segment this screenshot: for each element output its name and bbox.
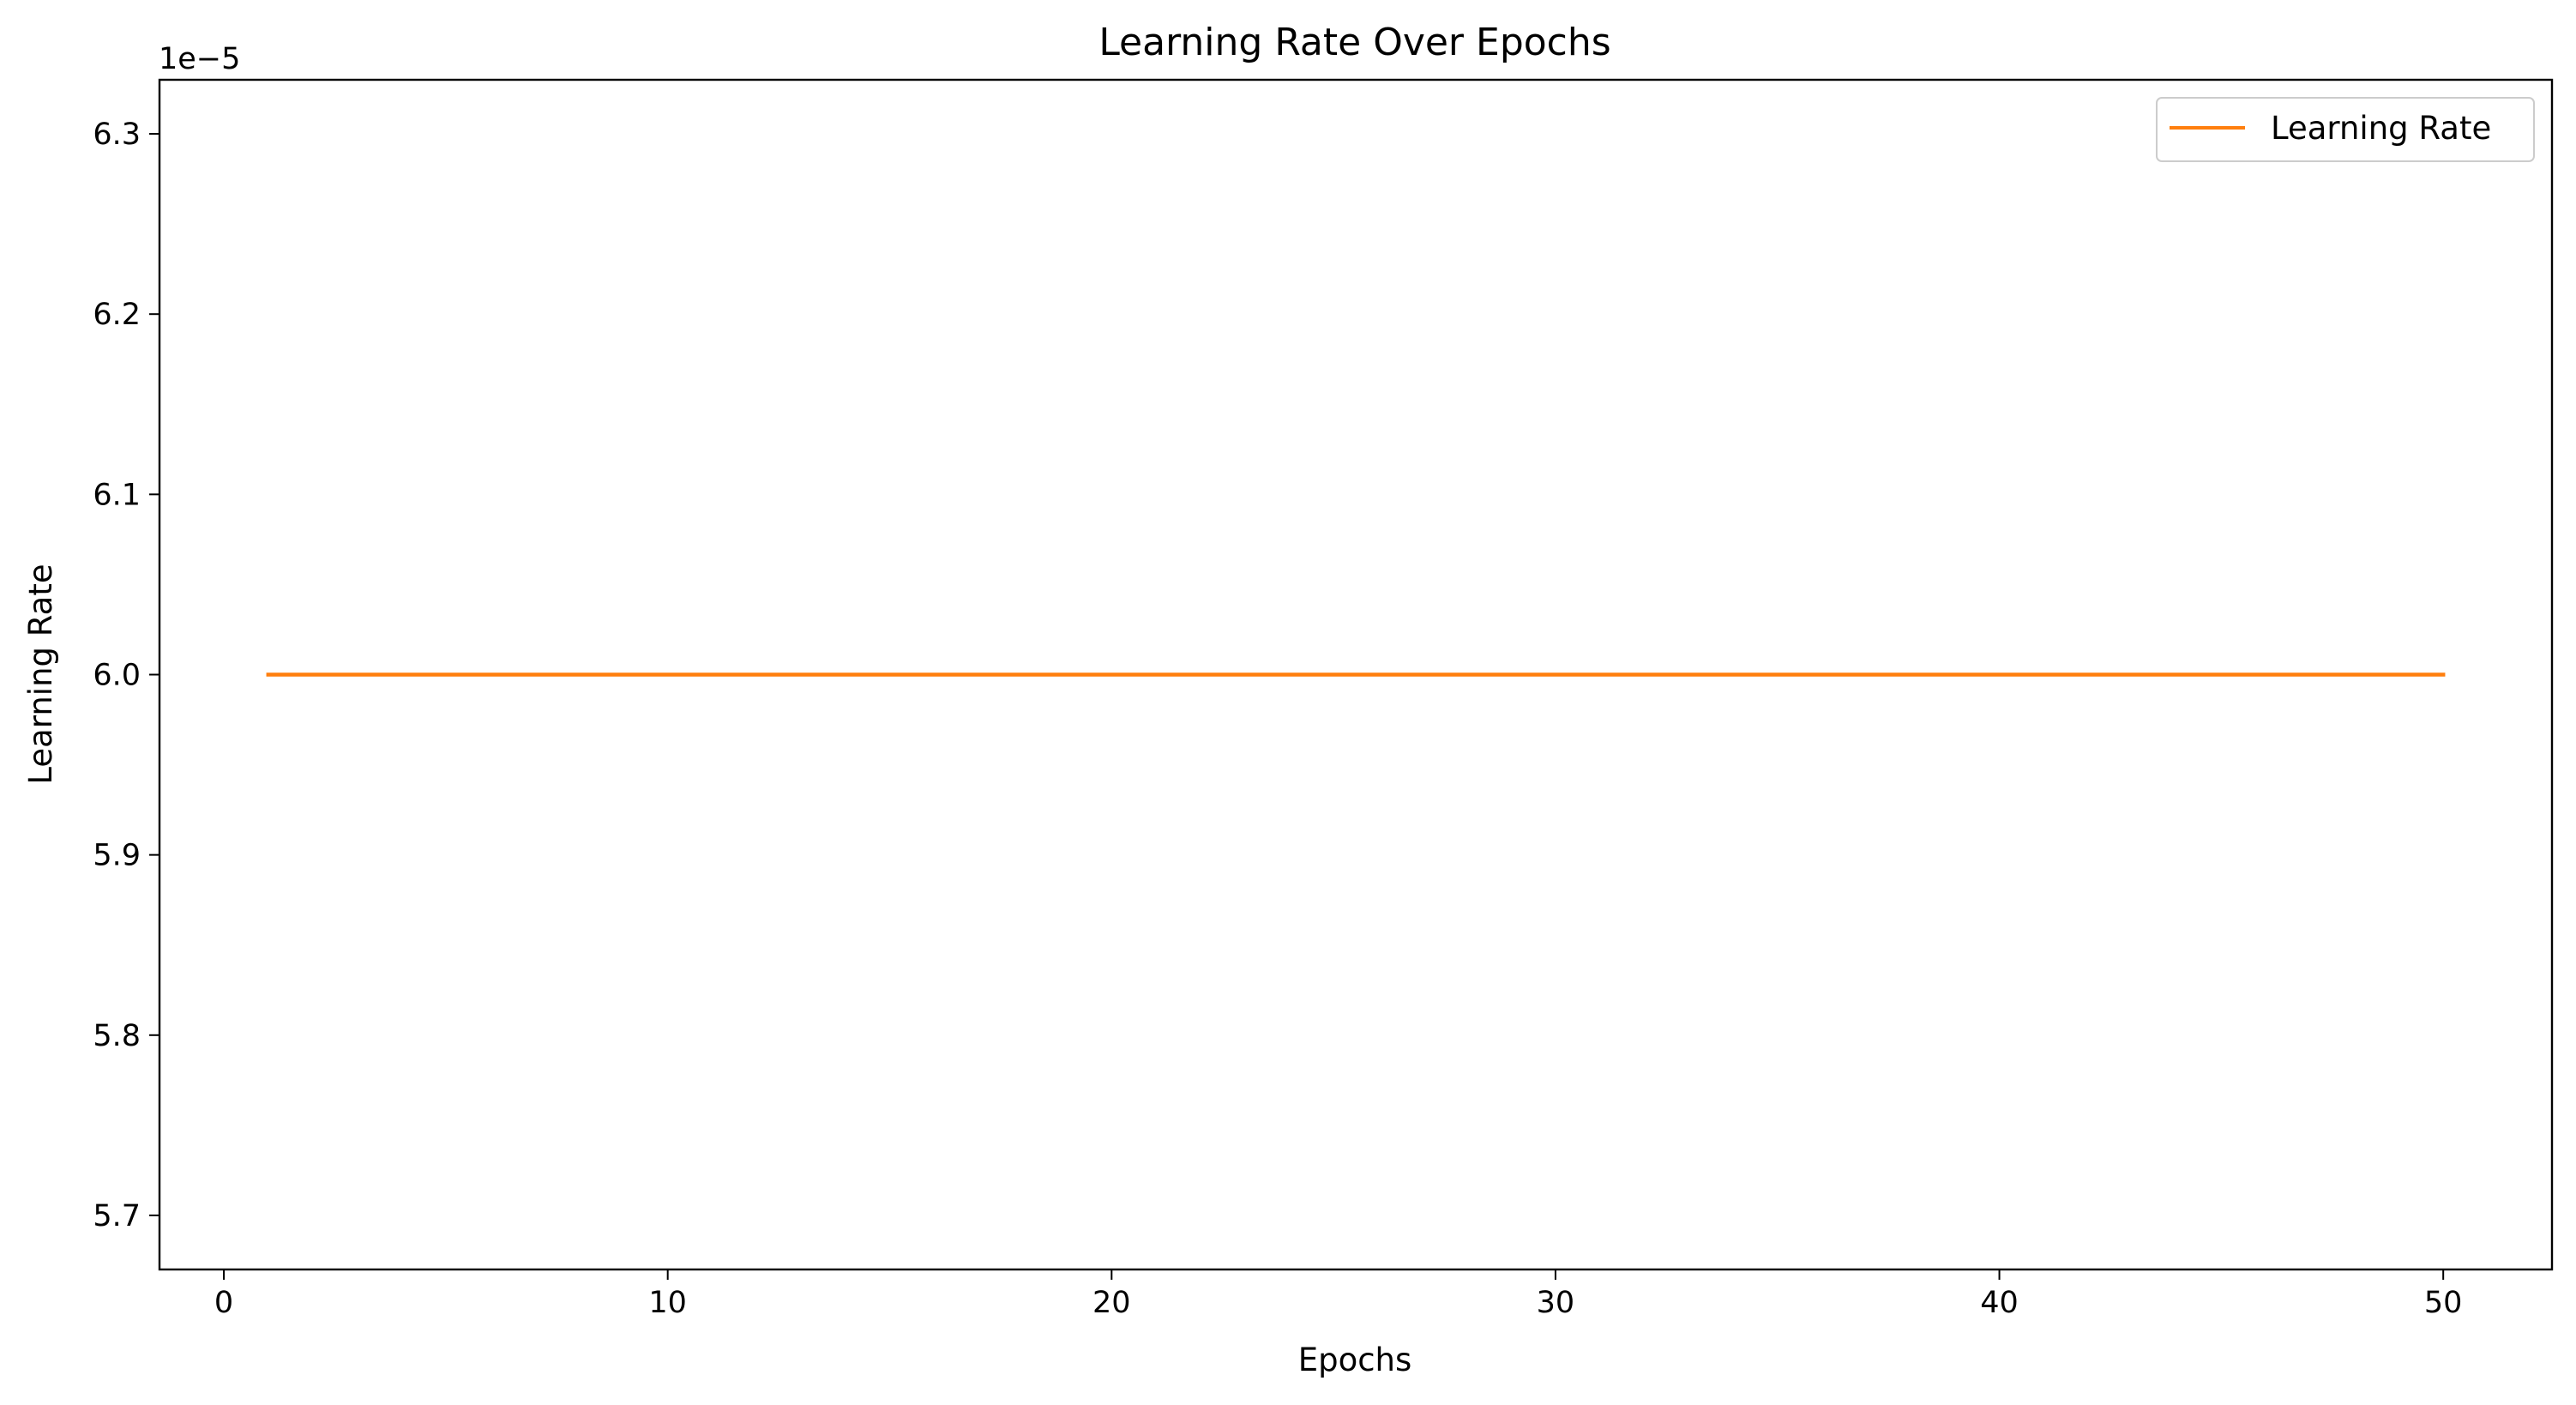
plot-frame	[158, 78, 2554, 1271]
y-offset-text: 1e−5	[159, 42, 240, 76]
x-tick-label: 0	[214, 1286, 233, 1320]
y-tick-label: 6.3	[93, 118, 141, 152]
legend: Learning Rate	[2156, 97, 2535, 162]
chart-title: Learning Rate Over Epochs	[1098, 21, 1610, 64]
y-tick-label: 6.1	[93, 478, 141, 512]
x-tick-label: 40	[1980, 1286, 2019, 1320]
x-tick-label: 50	[2424, 1286, 2463, 1320]
y-axis-label: Learning Rate	[22, 564, 59, 784]
x-tick-label: 20	[1092, 1286, 1131, 1320]
legend-frame	[2156, 97, 2535, 162]
y-tick-label: 6.2	[93, 298, 141, 332]
x-tick-label: 30	[1537, 1286, 1575, 1320]
legend-label-learning-rate: Learning Rate	[2271, 110, 2491, 147]
x-tick-label: 10	[648, 1286, 687, 1320]
y-tick-label: 6.0	[93, 659, 141, 693]
y-tick-label: 5.9	[93, 839, 141, 873]
y-tick-label: 5.7	[93, 1199, 141, 1233]
y-tick-label: 5.8	[93, 1019, 141, 1053]
x-axis-label: Epochs	[1298, 1342, 1412, 1378]
y-axis-ticks: 5.7 5.8 5.9 6.0 6.1 6.2 6.3	[93, 118, 159, 1233]
x-axis-ticks: 0 10 20 30 40 50	[214, 1269, 2463, 1320]
